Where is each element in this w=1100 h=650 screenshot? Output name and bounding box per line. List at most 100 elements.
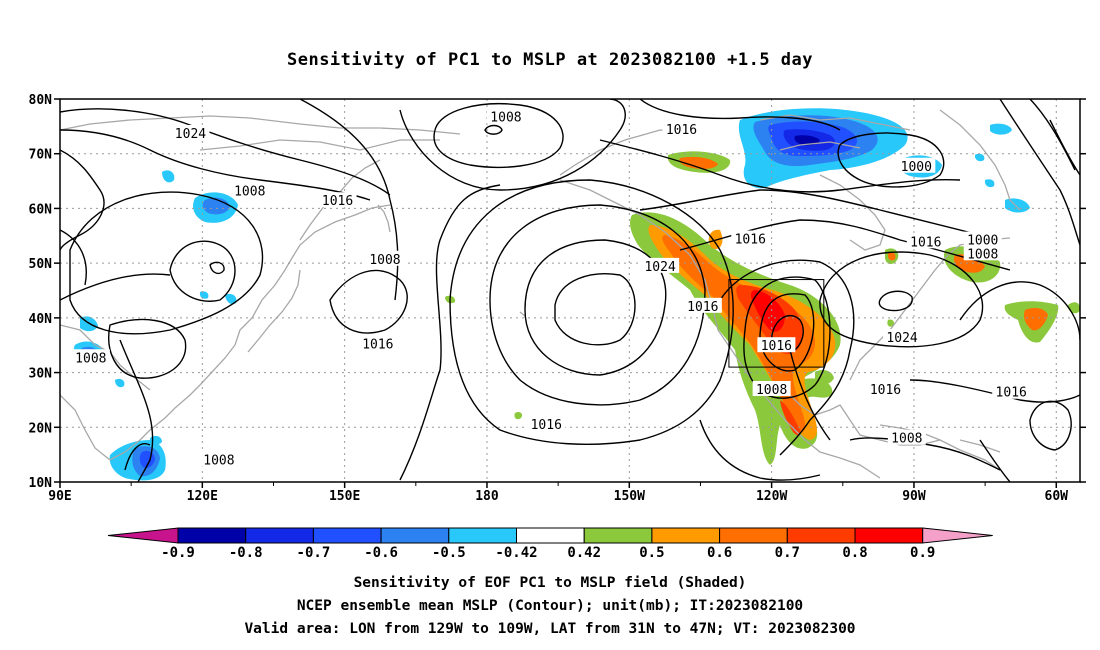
contour-label: 1016 bbox=[666, 123, 697, 138]
sensitivity-region bbox=[887, 319, 895, 327]
colorbar-label: -0.5 bbox=[432, 545, 466, 561]
contour-label: 1008 bbox=[369, 253, 400, 268]
lat-label: 30N bbox=[29, 367, 53, 382]
sensitivity-region bbox=[794, 135, 820, 146]
lon-label: 90E bbox=[48, 489, 71, 504]
colorbar-label: -0.9 bbox=[161, 545, 195, 561]
colorbar-swatch bbox=[651, 527, 721, 544]
contour-label-bg bbox=[963, 245, 1002, 261]
colorbar-label: 0.9 bbox=[910, 545, 935, 561]
contour-label: 1024 bbox=[644, 260, 675, 275]
contour-label: 1008 bbox=[203, 454, 234, 469]
contour-label-bg bbox=[71, 349, 110, 365]
lat-label: 10N bbox=[29, 476, 53, 491]
contour-label: 1016 bbox=[322, 194, 353, 209]
colorbar-swatch bbox=[583, 527, 653, 544]
lat-label: 60N bbox=[29, 202, 53, 217]
contour-label: 1008 bbox=[891, 432, 922, 447]
sensitivity-region bbox=[780, 400, 801, 436]
valid-area-box bbox=[728, 279, 825, 368]
colorbar-label: 0.5 bbox=[639, 545, 664, 561]
colorbar-swatch bbox=[448, 527, 517, 544]
contour-label: 1000 bbox=[901, 160, 932, 175]
sensitivity-region bbox=[888, 252, 896, 261]
sensitivity-region bbox=[708, 229, 723, 249]
caption-line-2: NCEP ensemble mean MSLP (Contour); unit(… bbox=[296, 598, 804, 614]
sensitivity-region bbox=[1023, 307, 1048, 331]
sensitivity-region bbox=[199, 291, 209, 299]
lon-label: 120E bbox=[187, 489, 218, 504]
lon-label: 120W bbox=[756, 489, 787, 504]
sensitivity-region bbox=[953, 254, 985, 273]
sensitivity-region bbox=[115, 378, 125, 388]
colorbar-label: -0.8 bbox=[229, 545, 263, 561]
colorbar-label: 0.8 bbox=[842, 545, 867, 561]
contour-label-bg bbox=[887, 429, 926, 445]
colorbar-swatch bbox=[719, 527, 788, 544]
contour-label: 1008 bbox=[967, 247, 998, 262]
contour-label-bg bbox=[992, 383, 1031, 399]
contour-label-bg bbox=[199, 451, 238, 467]
contour-label: 1024 bbox=[175, 127, 206, 142]
colorbar-label: 0.6 bbox=[707, 545, 732, 561]
sensitivity-region bbox=[990, 123, 1012, 135]
colorbar-right-arrow bbox=[922, 527, 993, 544]
contour-label-bg bbox=[752, 380, 791, 396]
sensitivity-region bbox=[679, 156, 718, 169]
contour-label-bg bbox=[527, 416, 566, 432]
gridlines bbox=[60, 99, 1080, 482]
colorbar-label: -0.42 bbox=[495, 545, 537, 561]
contour-label: 1008 bbox=[234, 184, 265, 199]
contour-label: 1016 bbox=[996, 386, 1027, 401]
lat-label: 40N bbox=[29, 312, 53, 327]
lat-label: 20N bbox=[29, 421, 53, 436]
colorbar: -0.9 -0.8 -0.7 -0.6 -0.5 -0.42 0.42 0.5 0.6 0.7 0.… bbox=[107, 527, 993, 561]
chart-title: Sensitivity of PC1 to MSLP at 2023082100… bbox=[286, 50, 813, 70]
contour-label: 1016 bbox=[735, 233, 766, 248]
contour-label-bg bbox=[662, 121, 701, 137]
sensitivity-region bbox=[815, 370, 834, 385]
colorbar-swatch bbox=[312, 527, 382, 544]
contour-label: 1016 bbox=[531, 418, 562, 433]
colorbar-label: -0.6 bbox=[364, 545, 398, 561]
sensitivity-region bbox=[984, 179, 995, 188]
sensitivity-region bbox=[1005, 198, 1030, 213]
contour-label-bg bbox=[866, 380, 905, 396]
contour-label: 1008 bbox=[756, 383, 787, 398]
colorbar-swatch bbox=[380, 527, 450, 544]
lon-label: 180 bbox=[475, 489, 499, 504]
lat-label: 70N bbox=[29, 148, 53, 163]
contour-label: 1016 bbox=[362, 338, 393, 353]
colorbar-swatch bbox=[177, 527, 247, 544]
contour-label-bg bbox=[683, 297, 722, 313]
contour-label-bg bbox=[731, 230, 770, 246]
mslp-contours bbox=[60, 99, 1080, 482]
lat-label: 80N bbox=[29, 93, 53, 108]
contour-label-bg bbox=[757, 337, 796, 353]
colorbar-swatch bbox=[854, 527, 924, 544]
contour-label: 1008 bbox=[75, 351, 106, 366]
colorbar-swatch bbox=[786, 527, 856, 544]
sensitivity-region bbox=[514, 411, 523, 420]
colorbar-swatch bbox=[245, 527, 314, 544]
contour-label-bg bbox=[906, 233, 945, 249]
lon-label: 60W bbox=[1045, 489, 1069, 504]
contour-label-bg bbox=[641, 257, 680, 273]
contour-label: 1016 bbox=[687, 300, 718, 315]
contour-label-bg bbox=[230, 182, 269, 198]
sensitivity-region bbox=[225, 293, 237, 305]
sensitivity-region bbox=[751, 290, 785, 332]
contour-label: 1016 bbox=[910, 235, 941, 250]
contour-label-bg bbox=[897, 157, 936, 173]
contour-label: 1024 bbox=[886, 331, 917, 346]
plot-frame bbox=[59, 98, 1081, 483]
lat-label: 50N bbox=[29, 257, 53, 272]
sensitivity-region bbox=[1068, 302, 1080, 314]
lon-label: 150W bbox=[614, 489, 645, 504]
contour-label: 1000 bbox=[967, 234, 998, 249]
contour-label: 1016 bbox=[870, 383, 901, 398]
colorbar-left-arrow bbox=[107, 527, 179, 544]
